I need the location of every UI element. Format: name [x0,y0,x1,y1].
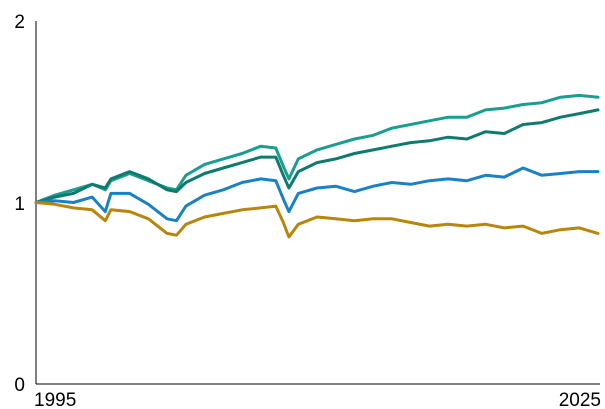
x-tick-label-end: 2025 [559,390,601,409]
series-line-2 [34,108,600,204]
y-tick-label-1: 1 [14,194,25,215]
series-line-4 [34,201,600,239]
series-line-3 [34,166,600,223]
series-line-1 [34,93,600,204]
y-tick-label-2: 2 [14,12,25,33]
y-tick-label-0: 0 [14,375,25,396]
series-group [34,93,600,239]
x-tick-label-start: 1995 [34,390,76,409]
